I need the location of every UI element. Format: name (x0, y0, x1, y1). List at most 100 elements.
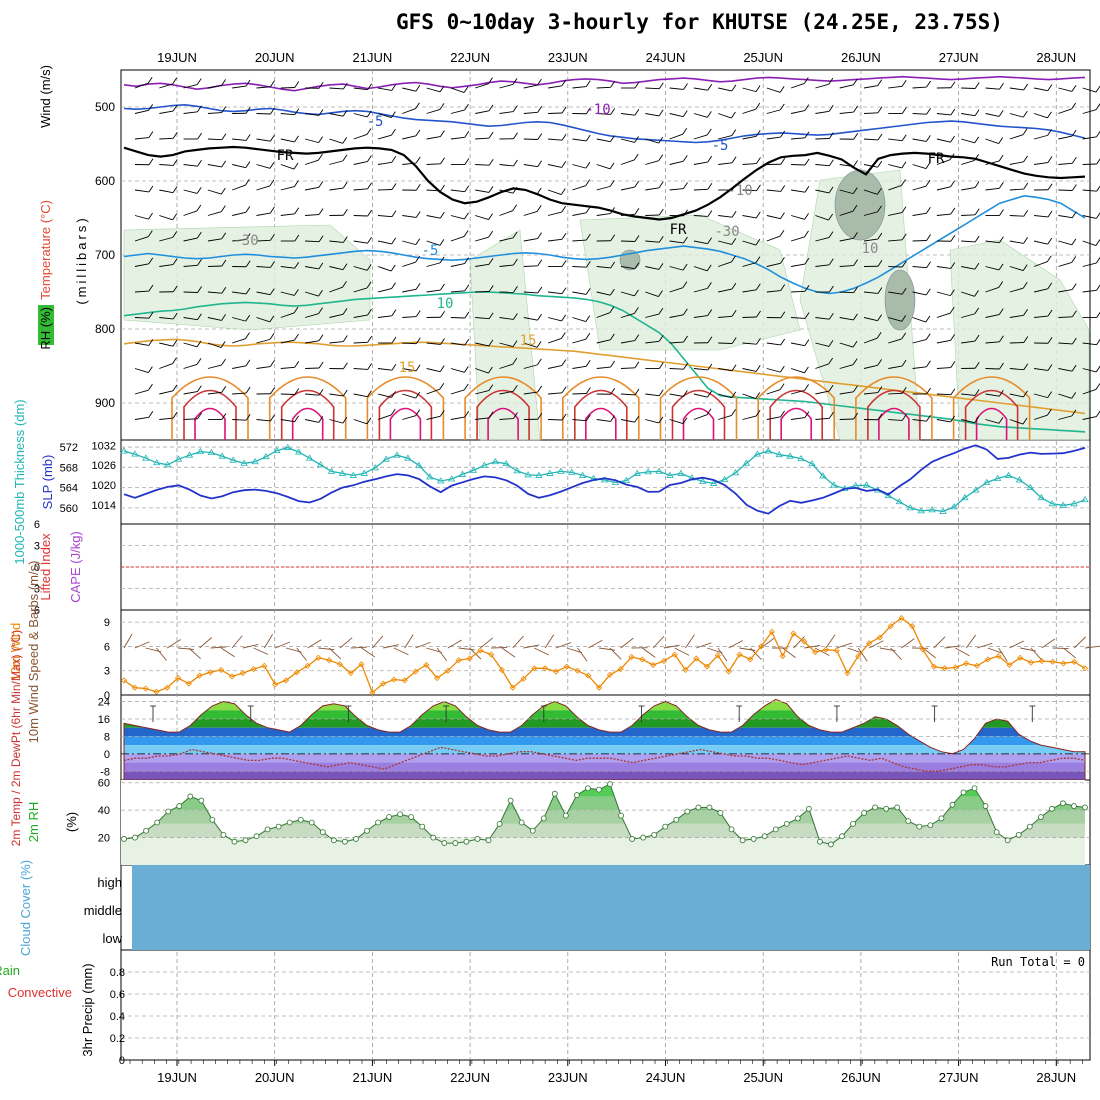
wind-barb-flag (464, 311, 470, 319)
wind-barb (742, 240, 757, 246)
thickness-marker (622, 476, 631, 483)
wind-barb-flag (270, 387, 275, 395)
wind-barb-flag (536, 187, 542, 195)
wind-barb (159, 236, 173, 242)
wind-barb (353, 161, 368, 165)
wind-barb (1082, 136, 1097, 140)
wind10-marker (466, 655, 473, 662)
wind-barb-flag (634, 180, 640, 188)
wind-barb (1033, 414, 1048, 420)
wind-barb-flag (634, 108, 640, 116)
wind-barb-flag (634, 208, 640, 215)
wind10-barb (199, 637, 212, 649)
wind-barb-flag (366, 417, 372, 425)
wind-barb-flag (342, 82, 348, 90)
wind-barb-flag (853, 132, 859, 140)
wind-barb (742, 163, 757, 165)
wind-barb-flag (440, 130, 445, 137)
wind-barb (475, 417, 490, 420)
thickness-marker (327, 467, 336, 474)
wind-barb-flag (512, 357, 518, 365)
wind-barb (1009, 393, 1024, 398)
wind-barb-flag (245, 386, 251, 394)
wind10-barb (1063, 647, 1077, 659)
wind-barb (693, 188, 708, 191)
wind-barb (912, 339, 927, 344)
wind-barb (1034, 215, 1049, 218)
contour-label: -30 (714, 224, 739, 240)
wind-barb-flag (415, 129, 421, 137)
wind-barb-flag (804, 411, 810, 418)
wind-barb (280, 138, 295, 143)
wind-barb (596, 138, 611, 143)
wind-barb-flag (585, 80, 591, 87)
wind10-marker (682, 666, 689, 673)
wind-barb-flag (682, 155, 688, 162)
warm-contour (769, 389, 823, 440)
wind10-barb (566, 647, 583, 654)
rh-marker (794, 815, 801, 822)
wind10-barb (674, 647, 690, 656)
wind-barb (596, 213, 611, 216)
wind-barb-flag (172, 213, 177, 221)
wind-barb (669, 188, 684, 191)
rh-marker (242, 837, 249, 844)
wind-barb-flag (1096, 338, 1100, 345)
wind-barb (377, 393, 392, 398)
wind-barb (669, 266, 684, 271)
wind-barb (402, 215, 417, 218)
wind10-marker (650, 661, 657, 669)
wind10-barb (868, 640, 884, 649)
wind-barb-flag (999, 362, 1004, 370)
wind-barb-flag (197, 385, 202, 392)
wind-barb (742, 393, 756, 399)
wind-barb-flag (1071, 85, 1077, 92)
wind-barb (134, 82, 149, 89)
rh-marker (905, 818, 912, 825)
wind-barb-flag (488, 104, 494, 112)
wind10-barb (404, 634, 414, 649)
wind10-barb (156, 647, 167, 661)
wind-barb-flag (853, 313, 858, 321)
wind10-barb (328, 647, 342, 660)
wind-barb (790, 83, 805, 89)
warm-contour (574, 389, 628, 440)
wind-barb-flag (537, 133, 543, 140)
wind10-marker (876, 634, 883, 641)
thickness-marker (578, 471, 587, 478)
wind-barb-flag (1047, 408, 1052, 416)
wind-barb (499, 390, 514, 395)
wind-barb-flag (294, 289, 299, 296)
x-tick-bottom: 21JUN (353, 1070, 393, 1085)
thickness-marker (393, 451, 401, 458)
wind-barb (134, 215, 149, 220)
wind-barb (766, 342, 781, 346)
wind-barb-flag (1022, 110, 1028, 118)
wind-barb-flag (440, 338, 445, 345)
wind-barb-flag (244, 178, 250, 186)
wind-barb (159, 189, 174, 194)
wind-barb-flag (220, 341, 226, 348)
wind-barb-flag (901, 206, 907, 213)
wind-barb (1082, 389, 1097, 395)
thickness-marker (1059, 501, 1067, 508)
wind-barb (985, 393, 1000, 397)
wind-barb-flag (1047, 282, 1053, 290)
wind-barb-flag (877, 106, 883, 114)
wind-barb-flag (974, 82, 980, 89)
rh-marker (342, 838, 348, 845)
wind-barb (888, 138, 903, 142)
wind-barb-flag (998, 417, 1004, 424)
wind-barb (280, 213, 295, 216)
wind-barb (1058, 135, 1073, 140)
wind-barb (256, 164, 271, 169)
wind-barb (134, 389, 149, 395)
wind-barb-flag (270, 414, 275, 422)
wind-barb (377, 240, 392, 245)
wind-barb (791, 290, 806, 293)
wind-barb-flag (877, 160, 883, 168)
wind-barb (839, 391, 854, 395)
wind-barb (1009, 87, 1024, 91)
wind-barb-flag (561, 413, 567, 421)
rh-marker (640, 834, 647, 841)
